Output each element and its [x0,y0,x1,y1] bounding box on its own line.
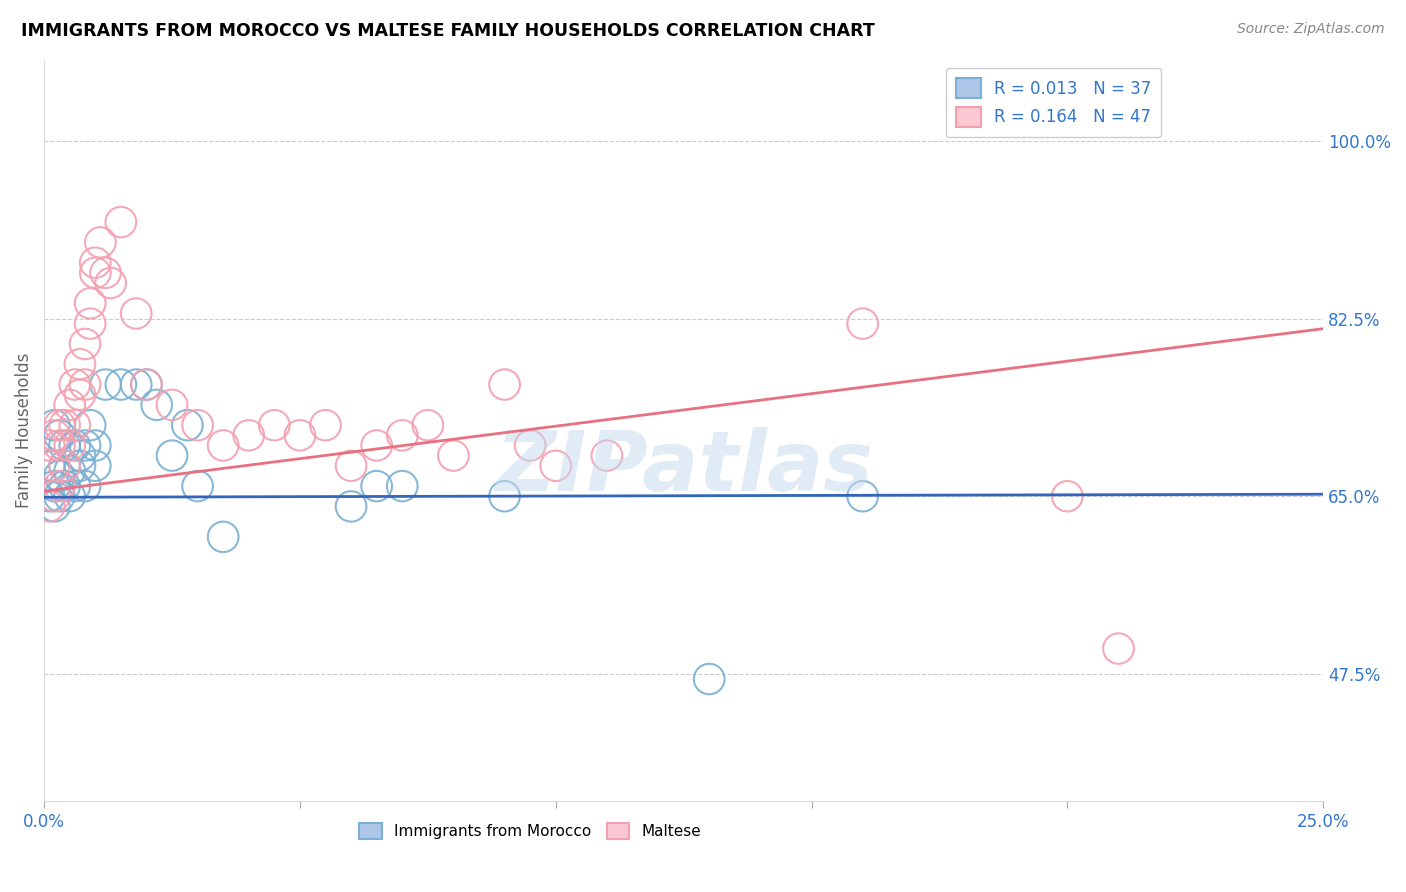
Text: IMMIGRANTS FROM MOROCCO VS MALTESE FAMILY HOUSEHOLDS CORRELATION CHART: IMMIGRANTS FROM MOROCCO VS MALTESE FAMIL… [21,22,875,40]
Text: Source: ZipAtlas.com: Source: ZipAtlas.com [1237,22,1385,37]
Text: ZIPatlas: ZIPatlas [495,426,873,508]
Y-axis label: Family Households: Family Households [15,352,32,508]
Legend: Immigrants from Morocco, Maltese: Immigrants from Morocco, Maltese [353,817,707,845]
